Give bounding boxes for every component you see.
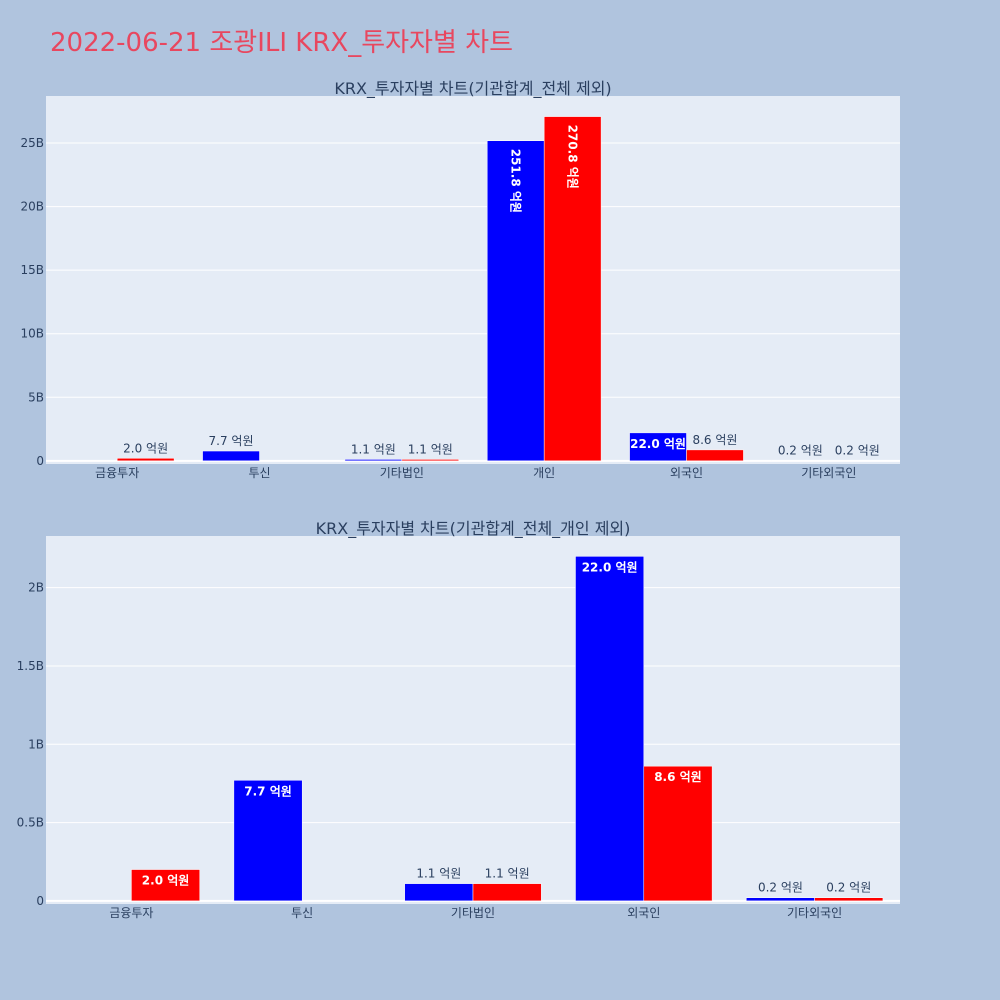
data-label: 22.0 억원 bbox=[630, 437, 686, 451]
x-tick-label: 외국인 bbox=[670, 466, 703, 480]
bar bbox=[686, 449, 744, 462]
data-label: 7.7 억원 bbox=[209, 434, 254, 448]
bar bbox=[814, 897, 884, 902]
data-label: 270.8 억원 bbox=[566, 125, 580, 189]
plot-area bbox=[46, 536, 900, 904]
x-tick-label: 기타외국인 bbox=[787, 906, 842, 920]
data-label: 0.2 억원 bbox=[758, 881, 803, 895]
y-tick-label: 0 bbox=[36, 454, 44, 468]
data-label: 1.1 억원 bbox=[408, 442, 453, 456]
data-label: 1.1 억원 bbox=[351, 442, 396, 456]
bar bbox=[344, 459, 403, 462]
y-tick-label: 1.5B bbox=[17, 659, 44, 673]
bar bbox=[401, 459, 460, 462]
bar bbox=[746, 897, 815, 902]
data-label: 22.0 억원 bbox=[582, 560, 638, 574]
y-tick-label: 2B bbox=[28, 581, 44, 595]
chart-title: KRX_투자자별 차트(기관합계_전체_개인 제외) bbox=[316, 519, 631, 539]
chart-title: KRX_투자자별 차트(기관합계_전체 제외) bbox=[334, 79, 611, 99]
data-label: 7.7 억원 bbox=[244, 784, 292, 798]
x-tick-label: 개인 bbox=[533, 466, 555, 480]
bar bbox=[116, 458, 175, 462]
data-label: 0.2 억원 bbox=[835, 444, 880, 458]
y-tick-label: 25B bbox=[20, 136, 44, 150]
data-label: 8.6 억원 bbox=[654, 770, 702, 784]
data-label: 2.0 억원 bbox=[123, 441, 168, 455]
bar bbox=[404, 883, 474, 902]
bar bbox=[131, 869, 200, 902]
data-label: 1.1 억원 bbox=[416, 867, 461, 881]
y-tick-label: 10B bbox=[20, 327, 44, 341]
data-label: 0.2 억원 bbox=[826, 881, 871, 895]
plot-area bbox=[46, 96, 900, 464]
x-tick-label: 금융투자 bbox=[95, 466, 139, 480]
y-tick-label: 0.5B bbox=[17, 816, 44, 830]
y-tick-label: 1B bbox=[28, 737, 44, 751]
bar bbox=[643, 765, 713, 902]
x-tick-label: 금융투자 bbox=[109, 906, 153, 920]
x-tick-label: 투신 bbox=[248, 466, 270, 480]
x-tick-label: 기타법인 bbox=[380, 466, 424, 480]
bar bbox=[629, 432, 687, 462]
y-tick-label: 5B bbox=[28, 390, 44, 404]
y-tick-label: 0 bbox=[36, 894, 44, 908]
x-tick-label: 기타법인 bbox=[451, 906, 495, 920]
bar bbox=[233, 780, 303, 902]
data-label: 0.2 억원 bbox=[778, 444, 823, 458]
x-tick-label: 투신 bbox=[291, 906, 313, 920]
data-label: 251.8 억원 bbox=[509, 149, 523, 213]
y-tick-label: 15B bbox=[20, 263, 44, 277]
y-tick-label: 20B bbox=[20, 200, 44, 214]
bar bbox=[472, 883, 542, 902]
data-label: 1.1 억원 bbox=[485, 867, 530, 881]
data-label: 8.6 억원 bbox=[692, 433, 737, 447]
data-label: 2.0 억원 bbox=[142, 874, 190, 888]
x-tick-label: 기타외국인 bbox=[801, 466, 856, 480]
bar bbox=[575, 556, 645, 902]
x-tick-label: 외국인 bbox=[627, 906, 660, 920]
bar bbox=[543, 116, 602, 462]
page-title: 2022-06-21 조광ILI KRX_투자자별 차트 bbox=[50, 28, 514, 58]
bar bbox=[202, 450, 260, 462]
